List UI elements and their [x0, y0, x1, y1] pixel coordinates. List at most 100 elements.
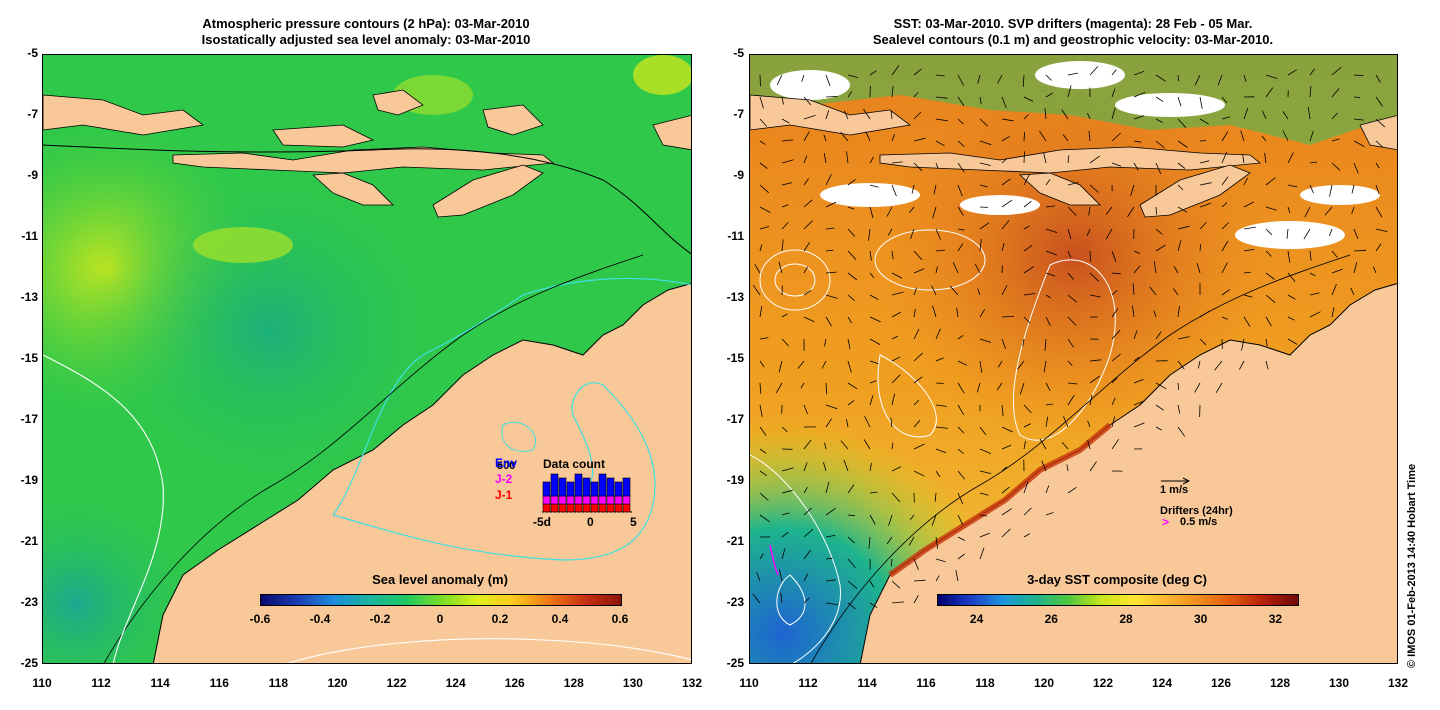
- velocity-arrow: [1177, 336, 1190, 340]
- velocity-arrow: [979, 470, 992, 474]
- velocity-arrow: [825, 404, 838, 410]
- velocity-arrow: [1155, 206, 1157, 215]
- velocity-arrow: [1066, 464, 1069, 472]
- velocity-arrow: [1196, 263, 1201, 274]
- velocity-arrow: [1177, 306, 1180, 318]
- velocity-arrow: [869, 602, 878, 608]
- x-tick-label: 114: [150, 676, 170, 690]
- sea-level-colorbar-tick: 0.6: [611, 612, 629, 626]
- velocity-arrow: [1173, 288, 1179, 296]
- velocity-arrow: [1331, 250, 1338, 258]
- velocity-arrow: [1353, 262, 1358, 274]
- velocity-arrow: [821, 360, 827, 369]
- velocity-arrow: [1023, 507, 1032, 516]
- sea-level-colorbar-tick: 0: [436, 612, 444, 626]
- velocity-arrow: [803, 96, 812, 106]
- velocity-arrow: [1089, 184, 1099, 193]
- velocity-arrow: [797, 360, 805, 369]
- velocity-arrow: [1022, 338, 1025, 347]
- velocity-arrow: [1133, 162, 1139, 171]
- x-tick-label: 118: [268, 676, 289, 690]
- velocity-arrow: [847, 536, 855, 544]
- velocity-arrow: [847, 316, 853, 324]
- velocity-arrow: [1133, 140, 1142, 143]
- velocity-arrow: [803, 316, 815, 323]
- velocity-arrow: [847, 294, 855, 301]
- sst-colorbar-title: 3-day SST composite (deg C): [1027, 572, 1207, 587]
- velocity-arrow: [781, 313, 788, 318]
- velocity-arrow: [759, 226, 770, 230]
- velocity-arrow: [756, 572, 761, 582]
- velocity-arrow: [868, 228, 871, 241]
- velocity-arrow: [1197, 360, 1201, 369]
- sst-colorbar-tick: 24: [969, 612, 984, 626]
- velocity-arrow: [847, 558, 856, 569]
- velocity-arrow: [1111, 272, 1121, 275]
- velocity-arrow: [935, 536, 939, 549]
- velocity-arrow: [1133, 92, 1146, 98]
- velocity-arrow: [913, 162, 923, 172]
- velocity-arrow: [1309, 250, 1312, 261]
- velocity-arrow: [1155, 426, 1162, 431]
- velocity-arrow: [1023, 225, 1030, 230]
- velocity-arrow: [957, 470, 966, 480]
- velocity-arrow: [1375, 228, 1388, 232]
- velocity-arrow: [957, 334, 964, 340]
- velocity-arrow: [800, 382, 805, 389]
- velocity-arrow: [1045, 485, 1050, 494]
- velocity-arrow: [932, 305, 937, 318]
- velocity-arrow: [931, 514, 937, 526]
- velocity-arrow: [913, 443, 925, 450]
- velocity-arrow: [781, 467, 794, 472]
- velocity-arrow: [913, 579, 926, 582]
- velocity-arrow: [913, 92, 919, 98]
- velocity-arrow: [1086, 228, 1091, 236]
- velocity-arrow: [1067, 272, 1075, 280]
- velocity-arrow: [913, 420, 921, 428]
- data-count-bar: [550, 495, 559, 505]
- velocity-arrow: [780, 592, 783, 604]
- y-tick-label: -19: [20, 473, 38, 487]
- velocity-arrow: [1023, 266, 1035, 274]
- drifter-legend-value: 0.5 m/s: [1180, 516, 1218, 528]
- sea-level-map-svg: [43, 55, 691, 663]
- velocity-arrow: [957, 382, 965, 394]
- data-count-bar: [558, 503, 567, 513]
- velocity-arrow: [1282, 111, 1289, 120]
- velocity-arrow: [1155, 404, 1165, 411]
- x-tick-label: 114: [857, 676, 877, 690]
- velocity-arrow: [759, 492, 769, 501]
- velocity-arrow: [1133, 379, 1144, 384]
- velocity-arrow: [1045, 512, 1054, 516]
- velocity-arrow: [1067, 72, 1079, 76]
- y-tick-label: -7: [733, 107, 744, 121]
- velocity-arrow: [781, 489, 793, 494]
- velocity-arrow: [913, 399, 920, 406]
- velocity-arrow: [1067, 155, 1070, 164]
- velocity-arrow: [979, 162, 991, 166]
- velocity-arrow: [868, 536, 871, 549]
- velocity-arrow: [1329, 184, 1333, 197]
- velocity-arrow: [1001, 338, 1006, 350]
- velocity-arrow: [931, 285, 937, 296]
- velocity-arrow: [847, 91, 853, 98]
- velocity-arrow: [1309, 68, 1316, 76]
- velocity-arrow: [913, 250, 923, 261]
- velocity-arrow: [869, 360, 879, 365]
- velocity-arrow: [935, 96, 948, 99]
- velocity-arrow: [1089, 272, 1099, 282]
- velocity-arrow: [781, 426, 788, 433]
- velocity-arrow: [1045, 403, 1053, 406]
- velocity-arrow: [1001, 158, 1008, 164]
- velocity-arrow: [1309, 130, 1314, 142]
- x-tick-label: 116: [916, 676, 936, 690]
- velocity-arrow: [1331, 112, 1338, 120]
- velocity-arrow: [957, 206, 964, 216]
- velocity-arrow: [776, 74, 783, 85]
- velocity-arrow: [1241, 338, 1245, 351]
- velocity-arrow: [997, 74, 1003, 84]
- x-tick-label: 124: [1151, 676, 1173, 690]
- velocity-arrow: [1217, 74, 1223, 86]
- velocity-arrow: [957, 242, 964, 252]
- velocity-arrow: [1111, 107, 1116, 120]
